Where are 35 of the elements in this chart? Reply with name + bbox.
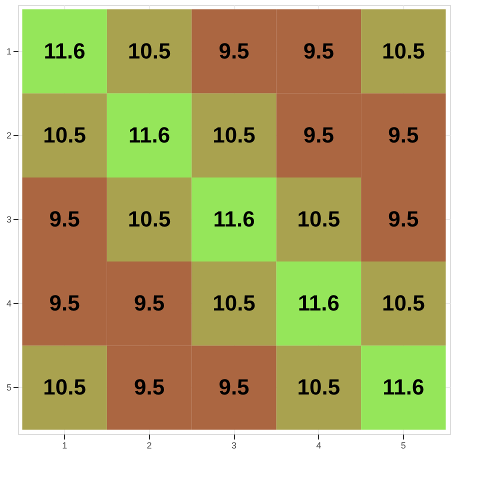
data-label: 9.5 bbox=[303, 38, 334, 64]
y-tick-label: 5 bbox=[6, 382, 12, 393]
data-label: 10.5 bbox=[128, 38, 171, 64]
data-label: 9.5 bbox=[218, 374, 250, 400]
data-label: 11.6 bbox=[298, 290, 340, 316]
data-label: 9.5 bbox=[303, 122, 334, 148]
data-label: 10.5 bbox=[297, 374, 340, 400]
data-label: 9.5 bbox=[134, 374, 165, 400]
data-label: 11.6 bbox=[213, 206, 255, 232]
data-label: 9.5 bbox=[388, 122, 419, 148]
data-label: 10.5 bbox=[43, 122, 86, 148]
data-label: 10.5 bbox=[128, 206, 171, 232]
data-label: 11.6 bbox=[44, 38, 86, 64]
x-tick-label: 2 bbox=[146, 440, 152, 450]
data-label: 11.6 bbox=[128, 122, 170, 148]
data-label: 11.6 bbox=[382, 374, 424, 400]
y-tick-label: 1 bbox=[6, 46, 12, 56]
x-tick-label: 4 bbox=[316, 440, 322, 450]
data-label: 9.5 bbox=[134, 290, 165, 316]
y-tick-label: 3 bbox=[6, 214, 12, 224]
data-label: 10.5 bbox=[212, 122, 256, 148]
data-label: 9.5 bbox=[218, 38, 250, 64]
x-tick-label: 1 bbox=[62, 440, 68, 450]
y-tick-label: 4 bbox=[6, 298, 12, 309]
x-tick-label: 5 bbox=[400, 440, 406, 450]
data-label: 9.5 bbox=[49, 290, 80, 316]
data-label: 10.5 bbox=[212, 290, 256, 316]
data-label: 10.5 bbox=[43, 374, 86, 400]
x-tick-label: 3 bbox=[231, 440, 237, 450]
data-label: 9.5 bbox=[388, 206, 419, 232]
data-label: 10.5 bbox=[382, 290, 425, 316]
data-label: 9.5 bbox=[49, 206, 80, 232]
y-tick-label: 2 bbox=[6, 130, 12, 140]
data-label: 10.5 bbox=[297, 206, 340, 232]
data-label: 10.5 bbox=[382, 38, 425, 64]
